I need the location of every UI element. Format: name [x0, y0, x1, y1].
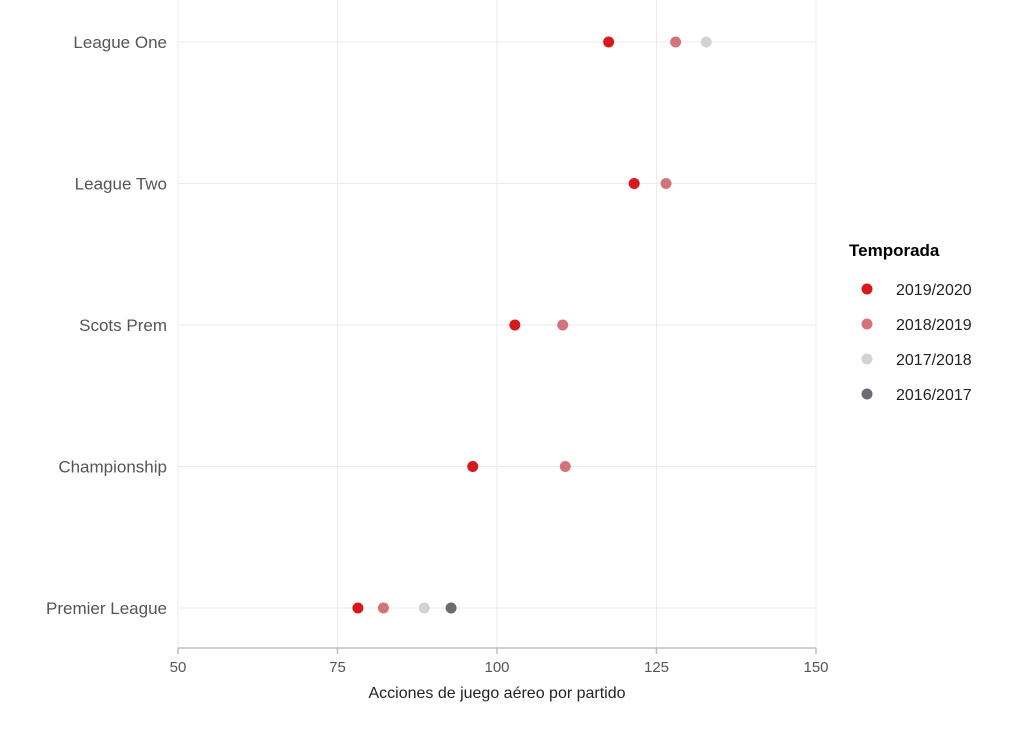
- legend-label: 2016/2017: [896, 387, 972, 404]
- legend: Temporada 2019/2020 2018/2019 2017/2018 201…: [849, 241, 972, 404]
- data-point: [670, 36, 682, 48]
- category-labels: League One League Two Scots Prem Championsh…: [46, 33, 167, 618]
- x-tick-label: 125: [644, 659, 669, 676]
- data-point: [660, 178, 672, 189]
- legend-label: 2018/2019: [896, 317, 972, 334]
- x-tick-label: 75: [329, 659, 346, 676]
- data-point: [352, 602, 364, 614]
- data-point: [377, 602, 389, 614]
- grid: [177, 0, 817, 648]
- data-point: [559, 461, 571, 472]
- legend-label: 2019/2020: [896, 282, 972, 299]
- data-points: [352, 36, 712, 614]
- data-point: [445, 602, 457, 614]
- category-label: League One: [73, 33, 167, 52]
- legend-marker: [861, 353, 873, 365]
- legend-marker: [861, 283, 873, 295]
- x-axis-title: Acciones de juego aéreo por partido: [368, 685, 625, 702]
- data-point: [628, 178, 640, 189]
- x-tick-label: 150: [803, 659, 828, 676]
- legend-marker: [861, 318, 873, 330]
- legend-title: Temporada: [849, 241, 940, 260]
- legend-label: 2017/2018: [896, 352, 972, 369]
- x-tick-label: 50: [170, 659, 187, 676]
- x-tick-label: 100: [484, 659, 509, 676]
- category-label: Premier League: [46, 599, 167, 618]
- legend-marker: [861, 388, 873, 400]
- data-point: [700, 36, 712, 48]
- data-point: [418, 602, 430, 614]
- category-label: Scots Prem: [79, 316, 167, 335]
- category-label: League Two: [75, 175, 167, 194]
- data-point: [557, 319, 569, 331]
- data-point: [603, 36, 615, 48]
- category-label: Championship: [58, 458, 167, 477]
- data-point: [509, 319, 521, 331]
- x-axis: 50 75 100 125 150: [170, 647, 829, 676]
- data-point: [467, 461, 479, 472]
